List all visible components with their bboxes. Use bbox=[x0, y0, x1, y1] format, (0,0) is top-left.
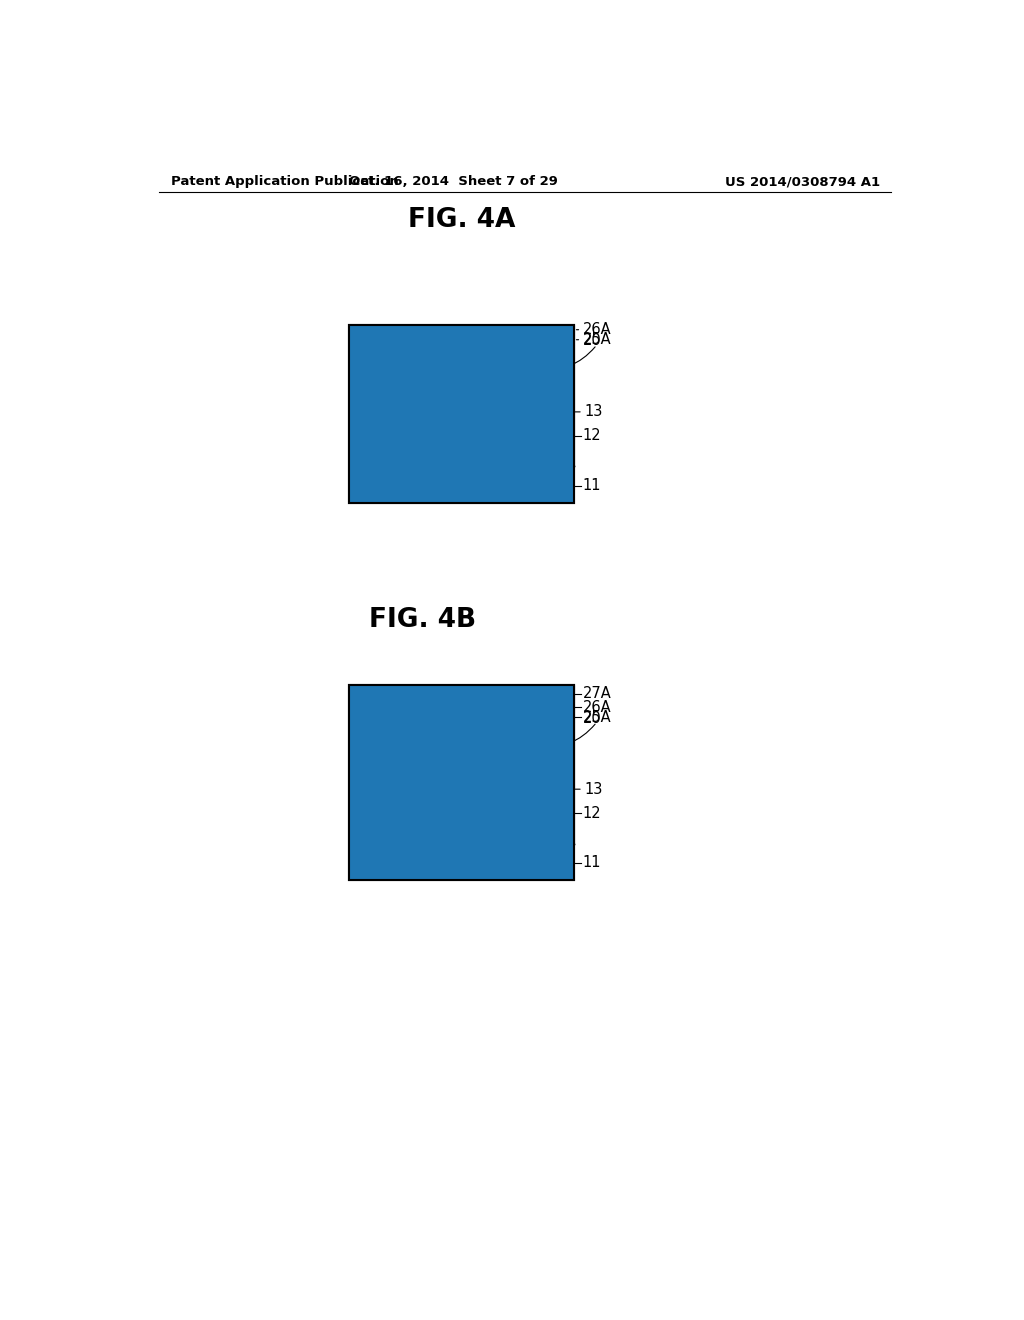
Bar bbox=[406, 722, 410, 738]
Text: 25A: 25A bbox=[583, 710, 611, 725]
Bar bbox=[349, 722, 391, 843]
Bar bbox=[391, 345, 406, 360]
Bar bbox=[349, 685, 573, 880]
Bar bbox=[349, 711, 391, 722]
Text: 25A: 25A bbox=[583, 333, 611, 347]
Bar bbox=[531, 345, 573, 466]
Bar bbox=[517, 345, 531, 360]
Text: 26A: 26A bbox=[583, 700, 611, 714]
Text: 11: 11 bbox=[583, 478, 601, 494]
Text: 11: 11 bbox=[583, 855, 601, 870]
Bar bbox=[517, 711, 531, 722]
Bar bbox=[517, 335, 531, 345]
Bar bbox=[349, 702, 391, 711]
Bar bbox=[391, 335, 406, 345]
Text: 22: 22 bbox=[369, 479, 388, 495]
Bar bbox=[349, 325, 573, 503]
Bar bbox=[391, 711, 406, 722]
Text: FIG. 4B: FIG. 4B bbox=[369, 607, 476, 634]
Bar bbox=[531, 335, 573, 345]
Bar bbox=[406, 376, 410, 466]
Bar bbox=[391, 722, 406, 843]
Bar bbox=[349, 335, 391, 345]
Bar bbox=[517, 722, 531, 843]
Text: 14: 14 bbox=[516, 479, 535, 495]
Bar bbox=[349, 345, 391, 466]
Bar bbox=[517, 702, 531, 711]
Bar bbox=[531, 702, 573, 711]
Bar bbox=[349, 325, 573, 503]
Bar bbox=[406, 752, 410, 843]
Bar bbox=[531, 325, 573, 335]
Text: 13: 13 bbox=[585, 781, 603, 797]
Bar bbox=[406, 360, 517, 376]
Text: 22: 22 bbox=[369, 857, 388, 873]
Text: 14: 14 bbox=[516, 857, 535, 873]
Text: 26A: 26A bbox=[583, 322, 611, 337]
Text: Oct. 16, 2014  Sheet 7 of 29: Oct. 16, 2014 Sheet 7 of 29 bbox=[349, 176, 558, 187]
Bar bbox=[517, 345, 531, 466]
Text: 16: 16 bbox=[454, 479, 472, 495]
Bar bbox=[512, 752, 517, 843]
Text: 13: 13 bbox=[585, 404, 603, 420]
Bar bbox=[531, 722, 573, 843]
Text: 12: 12 bbox=[583, 805, 601, 821]
Bar bbox=[406, 738, 517, 752]
Text: 27A: 27A bbox=[583, 686, 611, 701]
Bar bbox=[512, 722, 517, 738]
Bar bbox=[517, 722, 531, 738]
Bar bbox=[410, 722, 512, 738]
Bar bbox=[391, 325, 406, 335]
Bar bbox=[410, 376, 512, 466]
Text: 12: 12 bbox=[583, 429, 601, 444]
Bar bbox=[406, 345, 521, 360]
Bar bbox=[391, 702, 406, 711]
Bar bbox=[410, 752, 512, 843]
Bar bbox=[349, 685, 573, 702]
Bar bbox=[349, 685, 573, 880]
Bar bbox=[349, 325, 391, 335]
Bar bbox=[531, 711, 573, 722]
Text: 20: 20 bbox=[583, 334, 602, 348]
Text: 16: 16 bbox=[454, 857, 472, 873]
Text: Patent Application Publication: Patent Application Publication bbox=[171, 176, 398, 187]
Text: US 2014/0308794 A1: US 2014/0308794 A1 bbox=[725, 176, 880, 187]
Bar bbox=[391, 722, 406, 738]
Bar bbox=[512, 376, 517, 466]
Text: 20: 20 bbox=[583, 710, 602, 726]
Text: FIG. 4A: FIG. 4A bbox=[408, 207, 515, 234]
Bar bbox=[391, 345, 406, 466]
Bar bbox=[517, 325, 531, 335]
Bar bbox=[406, 345, 517, 360]
